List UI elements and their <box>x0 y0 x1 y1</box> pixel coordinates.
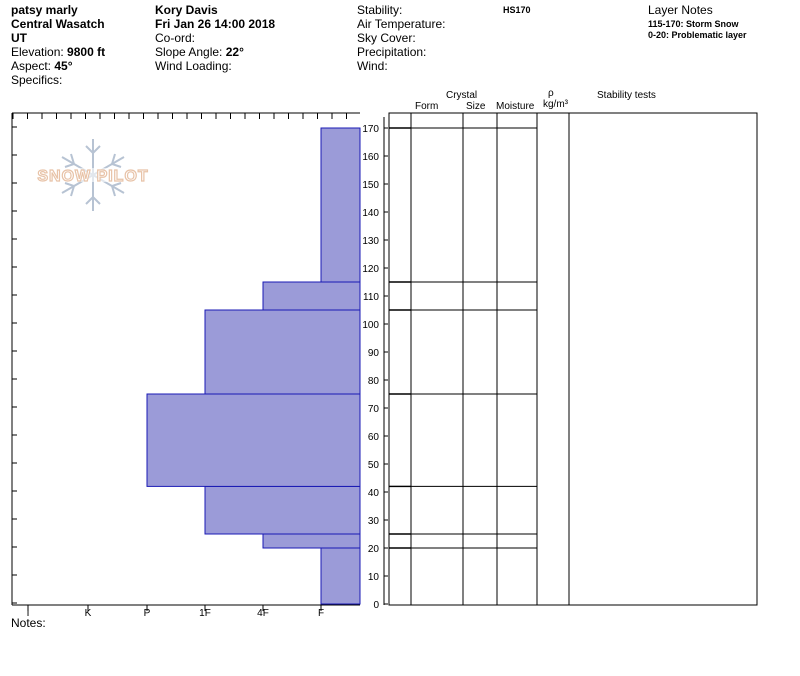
hardness-bar-2 <box>262 533 361 549</box>
form-header: Form <box>415 101 439 112</box>
depth-tick-label: 40 <box>368 488 380 499</box>
depth-tick-label: 120 <box>362 264 379 275</box>
aspect-value: 45° <box>54 59 73 73</box>
size-header: Size <box>466 101 486 112</box>
slope-angle-label: Slope Angle: <box>155 45 223 59</box>
notes-label: Notes: <box>11 616 46 630</box>
layer-table-frame <box>388 112 758 606</box>
depth-tick-label: 50 <box>368 460 380 471</box>
hardness-bar-6 <box>262 281 361 311</box>
air-temperature-label: Air Temperature: <box>357 17 446 31</box>
depth-tick-label: 170 <box>362 124 379 135</box>
crystal-header: Crystal <box>446 90 478 101</box>
aspect-label: Aspect: <box>11 59 52 73</box>
depth-tick-label: 100 <box>362 320 379 331</box>
layer-note-2: 0-20: Problematic layer <box>648 30 747 40</box>
elevation-value: 9800 ft <box>67 45 106 59</box>
coord-label: Co-ord: <box>155 31 196 45</box>
hardness-label: F <box>318 608 324 619</box>
aspect: Aspect: 45° <box>11 59 73 73</box>
depth-tick-label: 70 <box>368 404 380 415</box>
specifics-label: Specifics: <box>11 73 63 87</box>
hardness-bar-3 <box>204 485 361 535</box>
sky-cover-label: Sky Cover: <box>357 31 416 45</box>
depth-tick-label: 130 <box>362 236 379 247</box>
snowpilot-logo-text: SNOW PILOT <box>37 168 148 185</box>
hardness-label: I <box>27 608 30 619</box>
depth-tick-label: 20 <box>368 544 380 555</box>
stability-label: Stability: <box>357 3 403 17</box>
depth-tick-label: 0 <box>373 600 379 611</box>
state: UT <box>11 31 27 45</box>
slope-angle-value: 22° <box>225 45 244 59</box>
precipitation-label: Precipitation: <box>357 45 427 59</box>
hardness-label: K <box>85 608 92 619</box>
depth-tick-label: 80 <box>368 376 380 387</box>
layer-note-1: 115-170: Storm Snow <box>648 19 739 29</box>
stability-tests-header: Stability tests <box>597 90 656 101</box>
observation-date: Fri Jan 26 14:00 2018 <box>155 17 276 31</box>
depth-tick-label: 150 <box>362 180 379 191</box>
snowpilot-logo: SNOW PILOT <box>33 139 153 211</box>
density-unit: kg/m³ <box>543 99 568 110</box>
wind-loading-label: Wind Loading: <box>155 59 232 73</box>
depth-tick-label: 30 <box>368 516 380 527</box>
depth-tick-label: 90 <box>368 348 380 359</box>
density-symbol: ρ <box>548 88 554 99</box>
hardness-bar-5 <box>204 309 361 395</box>
mountain-range: Central Wasatch <box>11 17 105 31</box>
depth-tick-label: 60 <box>368 432 380 443</box>
layer-notes-title: Layer Notes <box>648 3 713 17</box>
depth-tick-label: 10 <box>368 572 380 583</box>
wind-label: Wind: <box>357 59 388 73</box>
hardness-label: P <box>144 608 151 619</box>
hardness-bar-4 <box>146 393 361 487</box>
observer-name: patsy marly <box>11 3 78 17</box>
depth-tick-label: 110 <box>363 292 379 303</box>
hardness-label: 1F <box>199 608 211 619</box>
author-name: Kory Davis <box>155 3 218 17</box>
hardness-bar-1 <box>320 547 361 605</box>
snow-height: HS170 <box>503 5 531 15</box>
elevation: Elevation: 9800 ft <box>11 45 105 59</box>
hardness-bar-7 <box>320 127 361 283</box>
depth-tick-label: 140 <box>362 208 379 219</box>
hardness-label: 4F <box>257 608 269 619</box>
elevation-label: Elevation: <box>11 45 64 59</box>
moisture-header: Moisture <box>496 101 535 112</box>
depth-tick-label: 160 <box>362 152 379 163</box>
slope-angle: Slope Angle: 22° <box>155 45 244 59</box>
